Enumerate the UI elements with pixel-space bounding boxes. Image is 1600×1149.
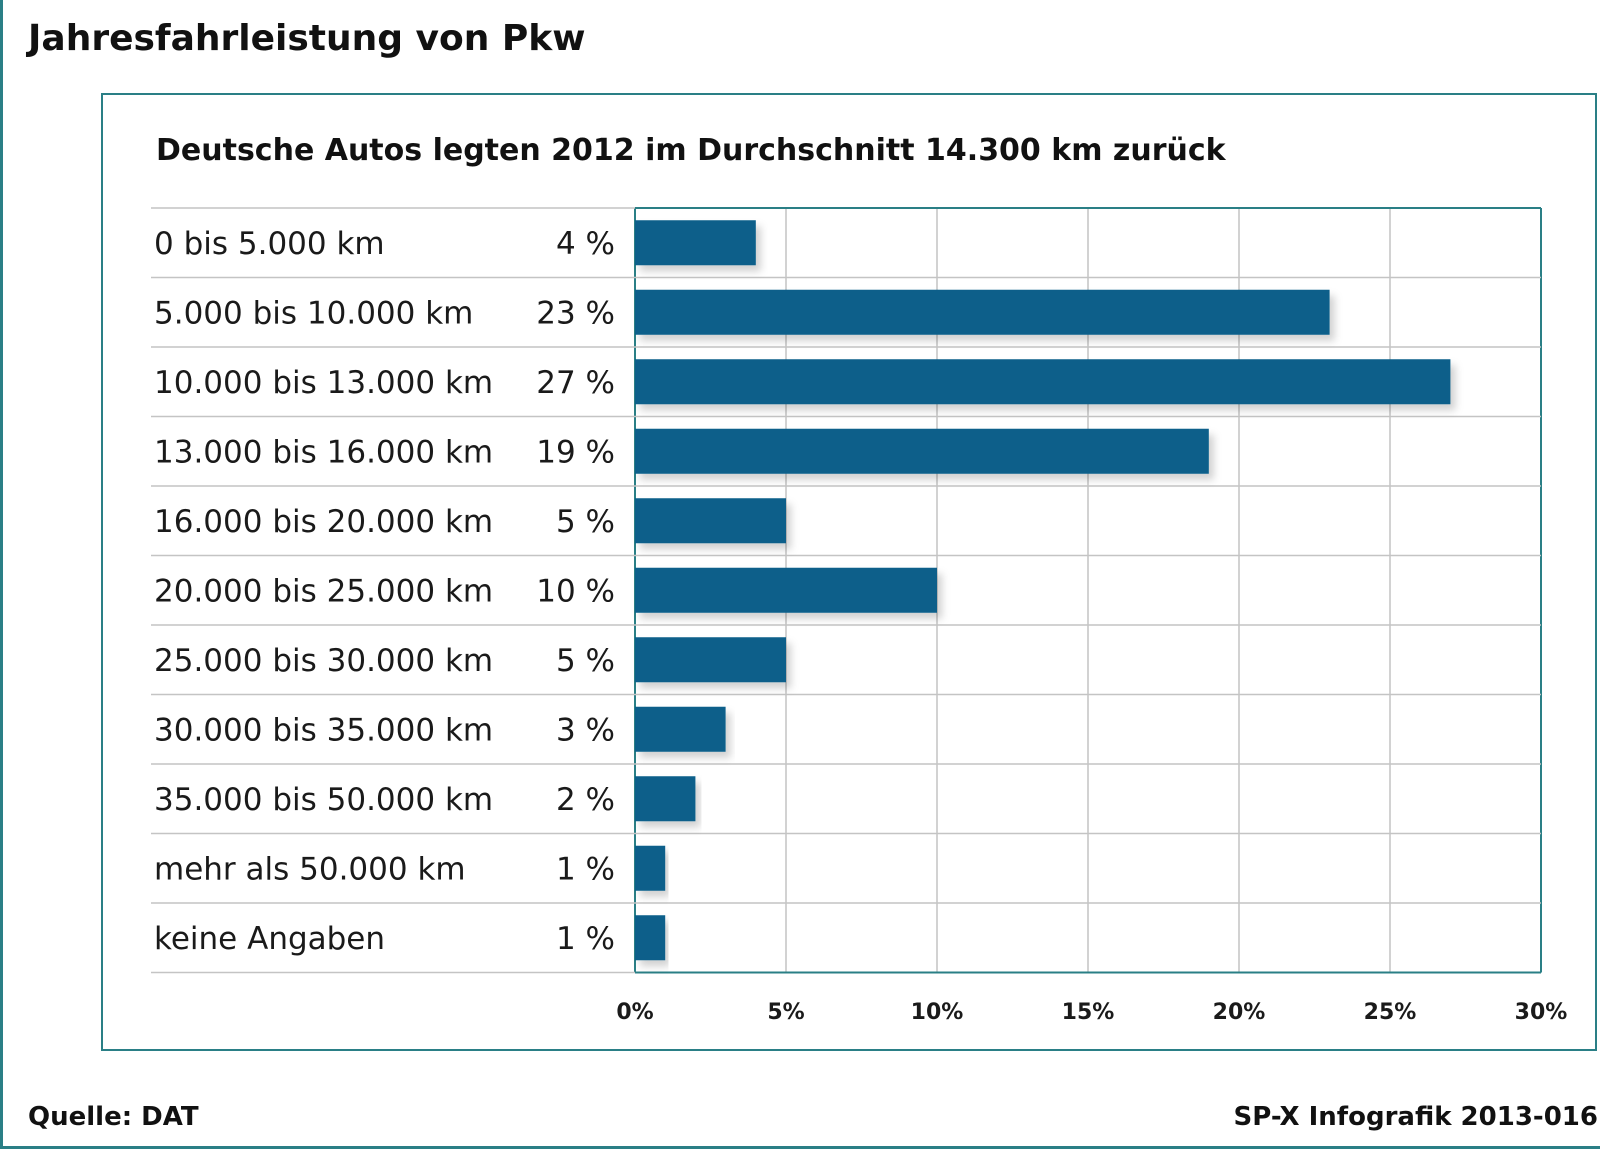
x-tick-label-2: 10%	[911, 1000, 964, 1025]
category-label-2: 10.000 bis 13.000 km	[154, 365, 493, 401]
bar-4	[635, 498, 786, 544]
value-label-6: 5 %	[556, 643, 615, 679]
x-tick-label-4: 20%	[1213, 1000, 1266, 1025]
category-label-4: 16.000 bis 20.000 km	[154, 504, 493, 540]
frame-bottom-border	[0, 1146, 1600, 1149]
category-label-5: 20.000 bis 25.000 km	[154, 573, 493, 609]
bar-2	[635, 359, 1451, 405]
category-label-6: 25.000 bis 30.000 km	[154, 643, 493, 679]
value-label-4: 5 %	[556, 504, 615, 540]
value-label-2: 27 %	[536, 365, 615, 401]
category-label-7: 30.000 bis 35.000 km	[154, 712, 493, 748]
bar-9	[635, 845, 666, 891]
frame-left-border	[0, 0, 3, 1149]
chart-title: Deutsche Autos legten 2012 im Durchschni…	[156, 133, 1226, 168]
value-label-3: 19 %	[536, 434, 615, 470]
x-tick-label-5: 25%	[1364, 1000, 1417, 1025]
credit-note: SP-X Infografik 2013-016	[1233, 1102, 1598, 1132]
category-label-8: 35.000 bis 50.000 km	[154, 782, 493, 818]
page-title: Jahresfahrleistung von Pkw	[28, 18, 586, 59]
value-label-5: 10 %	[536, 573, 615, 609]
value-label-1: 23 %	[536, 295, 615, 331]
value-label-8: 2 %	[556, 782, 615, 818]
bar-1	[635, 289, 1330, 335]
category-label-0: 0 bis 5.000 km	[154, 226, 385, 262]
bar-7	[635, 706, 726, 752]
x-tick-label-1: 5%	[767, 1000, 804, 1025]
value-label-0: 4 %	[556, 226, 615, 262]
category-label-3: 13.000 bis 16.000 km	[154, 434, 493, 470]
value-label-10: 1 %	[556, 921, 615, 957]
x-tick-label-6: 30%	[1515, 1000, 1568, 1025]
bar-3	[635, 428, 1209, 474]
x-tick-label-3: 15%	[1062, 1000, 1115, 1025]
bar-10	[635, 915, 666, 961]
source-note: Quelle: DAT	[28, 1102, 199, 1132]
bar-5	[635, 567, 937, 613]
bar-6	[635, 637, 786, 683]
x-tick-label-0: 0%	[616, 1000, 653, 1025]
value-label-9: 1 %	[556, 851, 615, 887]
bar-0	[635, 220, 756, 266]
category-label-1: 5.000 bis 10.000 km	[154, 295, 473, 331]
value-label-7: 3 %	[556, 712, 615, 748]
category-label-10: keine Angaben	[154, 921, 385, 957]
bar-8	[635, 776, 696, 822]
category-label-9: mehr als 50.000 km	[154, 851, 466, 887]
